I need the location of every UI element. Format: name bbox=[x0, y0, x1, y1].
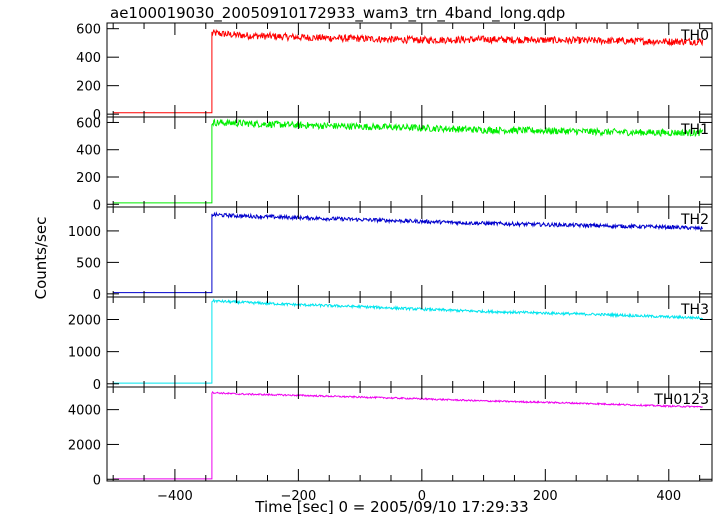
y-tick-label: 2000 bbox=[68, 314, 101, 329]
x-tick-label: 400 bbox=[656, 489, 681, 504]
y-tick-label: 0 bbox=[93, 108, 101, 123]
x-tick-label: −200 bbox=[281, 489, 317, 504]
panel-th0: 0 200 400 600 TH0 bbox=[76, 22, 713, 123]
x-tick-label: 200 bbox=[533, 489, 558, 504]
y-tick-label: 1000 bbox=[68, 346, 101, 361]
y-tick-label: 0 bbox=[93, 378, 101, 393]
series-line-th0123 bbox=[113, 391, 704, 480]
series-line-th3 bbox=[113, 298, 704, 384]
panel-th2: 0 500 1000 TH2 bbox=[68, 206, 713, 303]
y-tick-label: 500 bbox=[76, 256, 101, 271]
y-tick-label: 2000 bbox=[68, 438, 101, 453]
y-tick-label: 400 bbox=[76, 144, 101, 159]
x-tick-label: 0 bbox=[418, 489, 426, 504]
y-tick-label: 1000 bbox=[68, 225, 101, 240]
chart-title: ae100019030_20050910172933_wam3_trn_4ban… bbox=[110, 4, 565, 23]
panel-label: TH0123 bbox=[653, 392, 709, 408]
y-tick-label: 4000 bbox=[68, 404, 101, 419]
panels: 0 200 400 600 TH0 0 200 400 600 TH1 0 500 1000 TH2 0 10… bbox=[68, 22, 713, 504]
series-line-th1 bbox=[113, 118, 704, 204]
panel-frame bbox=[106, 386, 713, 482]
y-axis-label: Counts/sec bbox=[32, 217, 50, 300]
series-line-th0 bbox=[113, 28, 704, 114]
panel-th3: 0 1000 2000 TH3 bbox=[68, 296, 713, 393]
series-line-th2 bbox=[113, 211, 703, 294]
y-tick-label: 0 bbox=[93, 198, 101, 213]
y-tick-label: 0 bbox=[93, 288, 101, 303]
y-tick-label: 200 bbox=[76, 171, 101, 186]
x-tick-label: −400 bbox=[157, 489, 193, 504]
y-tick-label: 600 bbox=[76, 116, 101, 131]
y-tick-label: 200 bbox=[76, 80, 101, 95]
panel-label: TH3 bbox=[680, 302, 709, 318]
panel-th1: 0 200 400 600 TH1 bbox=[76, 116, 713, 213]
panel-label: TH2 bbox=[680, 212, 709, 228]
panel-label: TH0 bbox=[680, 28, 709, 44]
y-tick-label: 600 bbox=[76, 23, 101, 38]
panel-th0123: 0 2000 4000 TH0123 bbox=[68, 386, 713, 488]
panel-label: TH1 bbox=[680, 122, 709, 138]
x-axis-label: Time [sec] 0 = 2005/09/10 17:29:33 bbox=[254, 498, 528, 516]
y-tick-label: 0 bbox=[93, 473, 101, 488]
y-tick-label: 400 bbox=[76, 51, 101, 66]
